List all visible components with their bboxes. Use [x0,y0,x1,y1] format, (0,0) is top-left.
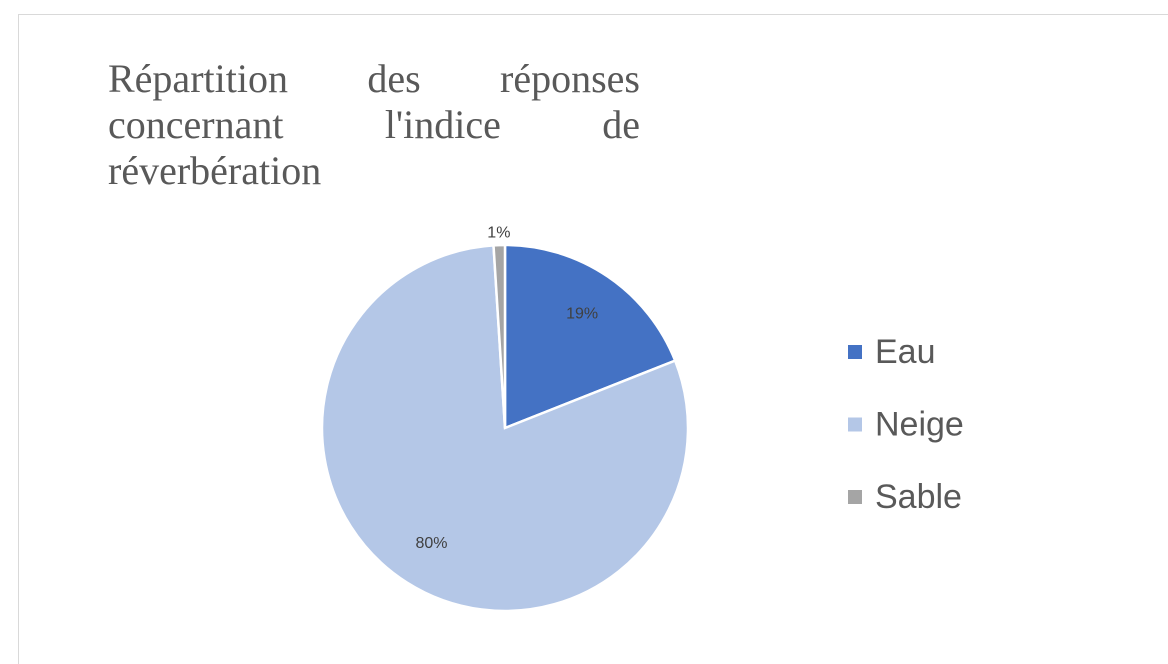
legend-swatch [848,417,862,432]
data-label: 1% [487,224,510,241]
legend-label: Sable [875,478,962,516]
pie-slice [320,244,690,613]
chart-title: Répartition des réponses concernant l'in… [108,56,640,193]
legend-label: Eau [875,333,936,371]
chart-frame [18,14,1168,664]
data-label: 19% [566,306,598,323]
pie-slice [503,243,677,430]
legend-swatch [848,345,862,359]
legend-swatch [848,490,862,504]
legend-label: Neige [875,405,964,443]
data-label: 80% [415,535,447,552]
pie-slice [492,243,507,429]
